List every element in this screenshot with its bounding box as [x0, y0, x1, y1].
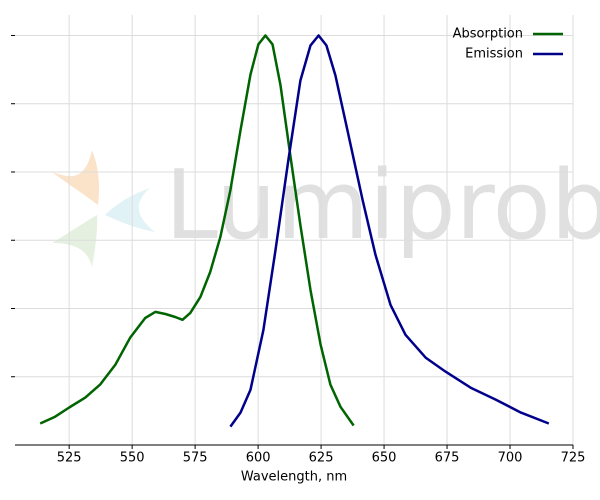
x-tick-label: 625	[309, 451, 334, 466]
x-axis-label: Wavelength, nm	[241, 470, 347, 485]
series-line	[229, 34, 550, 428]
series-line	[39, 34, 355, 427]
x-tick-label: 700	[498, 451, 523, 466]
logo-mark	[52, 150, 155, 267]
legend-label: Absorption	[453, 27, 523, 42]
x-tick-label: 525	[57, 451, 82, 466]
x-tick-label: 550	[120, 451, 145, 466]
watermark: Lumiprobe	[165, 151, 600, 261]
x-tick-label: 675	[435, 451, 460, 466]
legend-label: Emission	[465, 47, 523, 62]
x-tick-label: 575	[183, 451, 208, 466]
x-tick-label: 650	[372, 451, 397, 466]
x-tick-label: 600	[246, 451, 271, 466]
x-tick-label: 725	[561, 451, 586, 466]
